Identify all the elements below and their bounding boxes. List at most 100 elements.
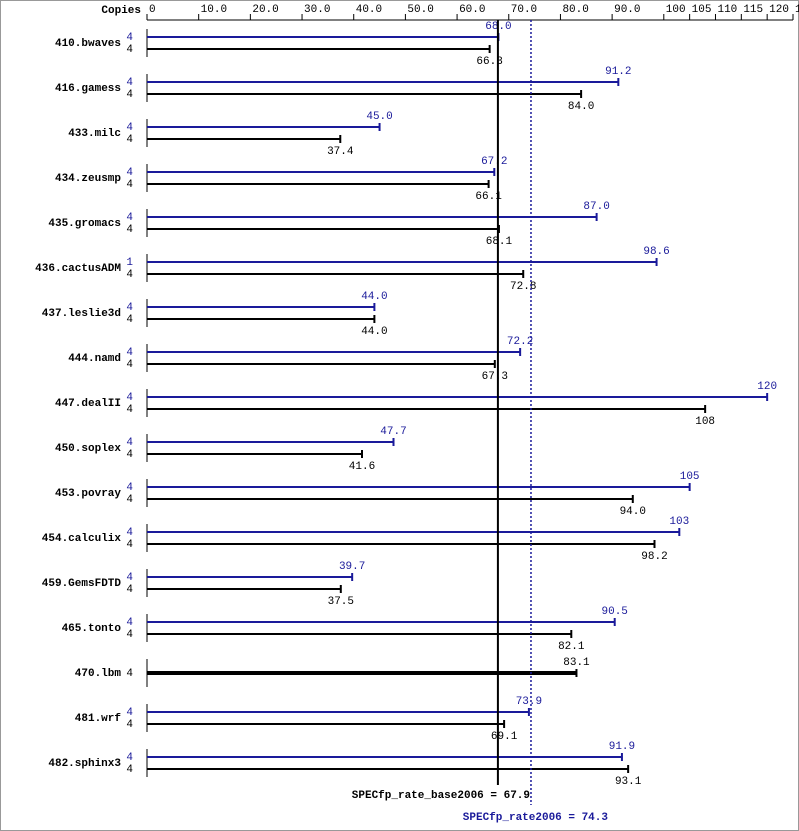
benchmark-label: 444.namd xyxy=(68,353,121,365)
benchmark-label: 450.soplex xyxy=(55,443,121,455)
x-tick-label: 125 xyxy=(795,4,799,16)
copies-header: Copies xyxy=(101,5,141,17)
benchmark-label: 453.povray xyxy=(55,488,121,500)
x-tick-label: 60.0 xyxy=(459,4,485,16)
copies-label: 4 xyxy=(126,629,133,641)
x-tick-label: 0 xyxy=(149,4,156,16)
value-label: 69.1 xyxy=(491,731,518,743)
x-tick-label: 90.0 xyxy=(614,4,640,16)
x-tick-label: 50.0 xyxy=(407,4,433,16)
copies-label: 4 xyxy=(126,179,133,191)
value-label: 39.7 xyxy=(339,561,365,573)
copies-label: 4 xyxy=(126,392,133,404)
benchmark-label: 481.wrf xyxy=(75,713,122,725)
copies-label: 4 xyxy=(126,302,133,314)
copies-label: 1 xyxy=(126,257,133,269)
x-tick-label: 10.0 xyxy=(201,4,227,16)
value-label: 72.8 xyxy=(510,281,536,293)
copies-label: 4 xyxy=(126,359,133,371)
benchmark-label: 470.lbm xyxy=(75,668,122,680)
value-label: 67.2 xyxy=(481,156,507,168)
value-label: 37.5 xyxy=(328,596,354,608)
value-label: 44.0 xyxy=(361,326,387,338)
value-label: 44.0 xyxy=(361,291,387,303)
copies-label: 4 xyxy=(126,77,133,89)
copies-label: 4 xyxy=(126,719,133,731)
copies-label: 4 xyxy=(126,212,133,224)
value-label: 67.3 xyxy=(482,371,508,383)
copies-label: 4 xyxy=(126,269,133,281)
benchmark-label: 434.zeusmp xyxy=(55,173,121,185)
value-label: 66.1 xyxy=(475,191,502,203)
value-label: 45.0 xyxy=(366,111,392,123)
copies-label: 4 xyxy=(126,539,133,551)
copies-label: 4 xyxy=(126,134,133,146)
x-tick-label: 20.0 xyxy=(252,4,278,16)
benchmark-label: 454.calculix xyxy=(42,533,122,545)
copies-label: 4 xyxy=(126,752,133,764)
value-label: 91.2 xyxy=(605,66,631,78)
copies-label: 4 xyxy=(126,167,133,179)
copies-label: 4 xyxy=(126,584,133,596)
value-label: 73.9 xyxy=(516,696,542,708)
value-label: 91.9 xyxy=(609,741,635,753)
x-tick-label: 70.0 xyxy=(511,4,537,16)
x-tick-label: 110 xyxy=(717,4,737,16)
copies-label: 4 xyxy=(126,44,133,56)
value-label: 41.6 xyxy=(349,461,375,473)
x-tick-label: 100 xyxy=(666,4,686,16)
x-tick-label: 30.0 xyxy=(304,4,330,16)
value-label: 98.2 xyxy=(641,551,667,563)
value-label: 87.0 xyxy=(583,201,609,213)
value-label: 66.3 xyxy=(476,56,502,68)
copies-label: 4 xyxy=(126,764,133,776)
value-label: 108 xyxy=(695,416,715,428)
copies-label: 4 xyxy=(126,482,133,494)
benchmark-label: 416.gamess xyxy=(55,83,121,95)
copies-label: 4 xyxy=(126,224,133,236)
reference-label: SPECfp_rate_base2006 = 67.9 xyxy=(352,790,530,802)
benchmark-label: 436.cactusADM xyxy=(35,263,121,275)
copies-label: 4 xyxy=(126,122,133,134)
benchmark-label: 435.gromacs xyxy=(48,218,121,230)
benchmark-label: 433.milc xyxy=(68,128,121,140)
value-label: 37.4 xyxy=(327,146,354,158)
x-tick-label: 120 xyxy=(769,4,789,16)
value-label: 84.0 xyxy=(568,101,594,113)
copies-label: 4 xyxy=(126,437,133,449)
copies-label: 4 xyxy=(126,668,133,680)
value-label: 98.6 xyxy=(643,246,669,258)
value-label: 103 xyxy=(669,516,689,528)
x-tick-label: 80.0 xyxy=(562,4,588,16)
copies-label: 4 xyxy=(126,32,133,44)
x-tick-label: 115 xyxy=(743,4,763,16)
value-label: 82.1 xyxy=(558,641,585,653)
copies-label: 4 xyxy=(126,404,133,416)
copies-label: 4 xyxy=(126,617,133,629)
copies-label: 4 xyxy=(126,449,133,461)
value-label: 83.1 xyxy=(563,657,590,669)
value-label: 47.7 xyxy=(380,426,406,438)
benchmark-label: 410.bwaves xyxy=(55,38,121,50)
value-label: 72.2 xyxy=(507,336,533,348)
value-label: 94.0 xyxy=(620,506,646,518)
copies-label: 4 xyxy=(126,89,133,101)
value-label: 90.5 xyxy=(602,606,628,618)
benchmark-label: 465.tonto xyxy=(62,623,122,635)
benchmark-label: 459.GemsFDTD xyxy=(42,578,122,590)
benchmark-label: 447.dealII xyxy=(55,398,121,410)
x-tick-label: 40.0 xyxy=(356,4,382,16)
copies-label: 4 xyxy=(126,707,133,719)
copies-label: 4 xyxy=(126,347,133,359)
copies-label: 4 xyxy=(126,494,133,506)
x-tick-label: 105 xyxy=(692,4,712,16)
value-label: 120 xyxy=(757,381,777,393)
copies-label: 4 xyxy=(126,314,133,326)
copies-label: 4 xyxy=(126,572,133,584)
reference-label: SPECfp_rate2006 = 74.3 xyxy=(463,812,609,824)
value-label: 93.1 xyxy=(615,776,642,788)
benchmark-label: 482.sphinx3 xyxy=(48,758,121,770)
value-label: 68.1 xyxy=(486,236,513,248)
